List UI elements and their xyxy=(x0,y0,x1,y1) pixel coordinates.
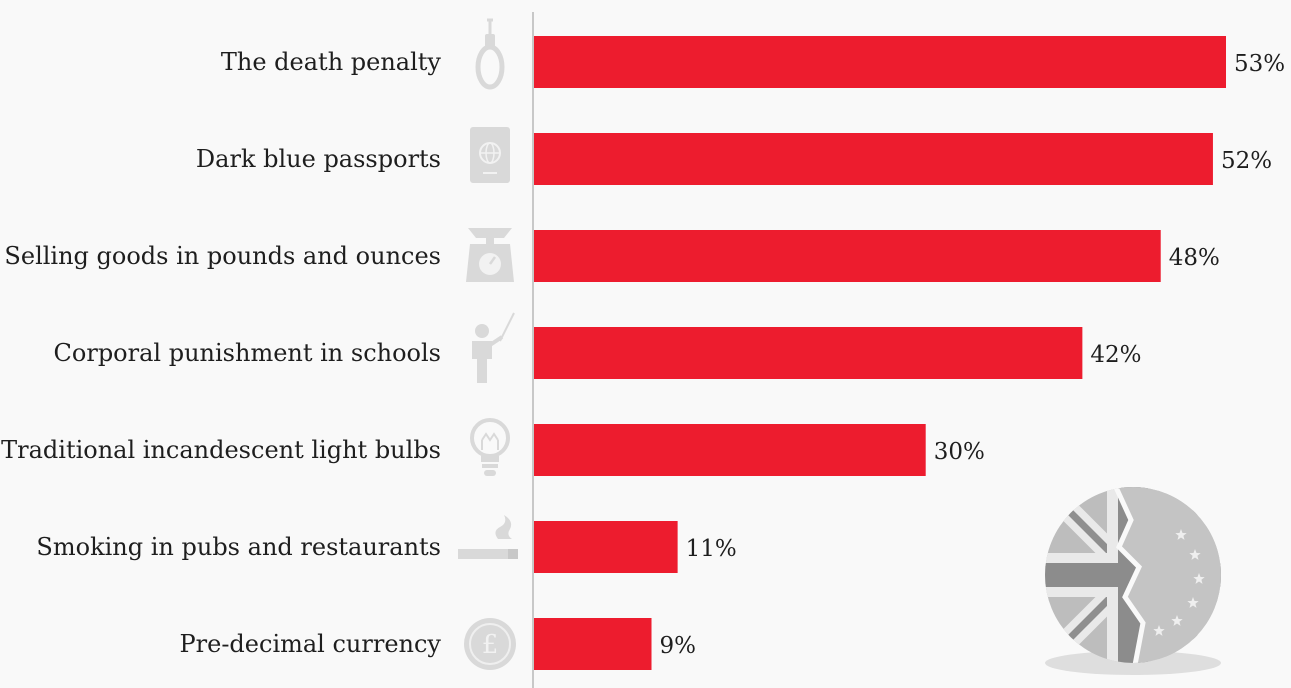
bar xyxy=(534,521,678,573)
category-label: The death penalty xyxy=(221,48,442,76)
value-label: 11% xyxy=(686,536,737,562)
category-label: Smoking in pubs and restaurants xyxy=(36,533,441,561)
value-label: 30% xyxy=(934,439,985,465)
noose-icon xyxy=(475,18,505,90)
value-labels: 53% 52% 48% 42% 30% 11% 9% xyxy=(660,51,1286,659)
pound-coin-icon: £ xyxy=(464,618,516,670)
value-label: 53% xyxy=(1234,51,1285,77)
value-label: 42% xyxy=(1090,342,1141,368)
svg-text:£: £ xyxy=(482,630,499,660)
bar xyxy=(534,36,1226,88)
category-label: Selling goods in pounds and ounces xyxy=(4,242,441,270)
category-label: Corporal punishment in schools xyxy=(54,339,441,367)
teacher-with-cane-icon xyxy=(472,312,515,383)
value-label: 9% xyxy=(660,633,697,659)
category-label: Traditional incandescent light bulbs xyxy=(1,436,441,464)
icons-layer: £ xyxy=(458,18,518,670)
category-label: Dark blue passports xyxy=(196,145,441,173)
passport-icon xyxy=(470,127,510,183)
broken-flag-icon xyxy=(1045,487,1221,675)
value-label: 52% xyxy=(1221,148,1272,174)
light-bulb-icon xyxy=(470,418,510,476)
bar xyxy=(534,424,926,476)
bar xyxy=(534,133,1213,185)
bar xyxy=(534,230,1161,282)
cigarette-icon xyxy=(458,515,518,559)
weighing-scale-icon xyxy=(466,228,514,282)
bar xyxy=(534,327,1083,379)
category-labels: The death penalty Dark blue passports Sell… xyxy=(1,48,441,658)
value-label: 48% xyxy=(1169,245,1220,271)
bar xyxy=(534,618,652,670)
bars xyxy=(534,36,1226,670)
category-label: Pre-decimal currency xyxy=(180,630,442,658)
